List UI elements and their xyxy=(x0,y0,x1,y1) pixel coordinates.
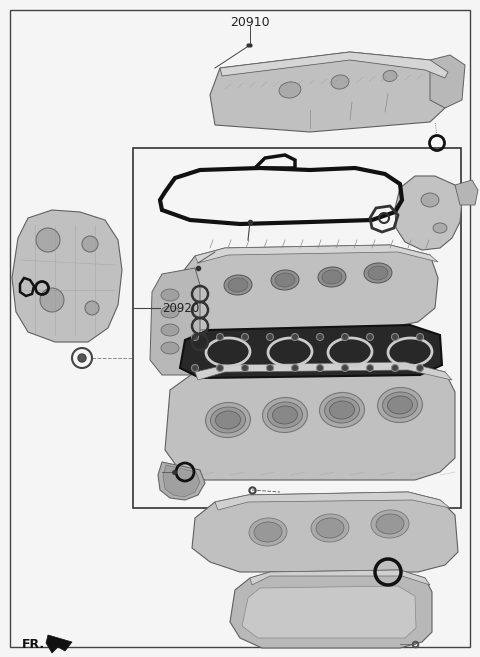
Circle shape xyxy=(367,365,373,371)
Circle shape xyxy=(316,334,324,340)
Circle shape xyxy=(40,288,64,312)
Circle shape xyxy=(417,334,423,340)
Ellipse shape xyxy=(324,397,360,423)
Ellipse shape xyxy=(364,263,392,283)
Polygon shape xyxy=(180,325,442,378)
Circle shape xyxy=(392,365,398,371)
Circle shape xyxy=(341,334,348,340)
Circle shape xyxy=(78,354,86,362)
Ellipse shape xyxy=(376,514,404,534)
Ellipse shape xyxy=(329,401,355,419)
Circle shape xyxy=(192,334,199,340)
Ellipse shape xyxy=(320,392,364,428)
Text: 20920: 20920 xyxy=(162,302,199,315)
Circle shape xyxy=(266,365,274,371)
Polygon shape xyxy=(150,268,200,375)
Ellipse shape xyxy=(216,411,240,429)
Ellipse shape xyxy=(377,388,422,422)
Polygon shape xyxy=(12,210,122,342)
Ellipse shape xyxy=(275,273,295,287)
Ellipse shape xyxy=(311,514,349,542)
Ellipse shape xyxy=(318,267,346,287)
Circle shape xyxy=(216,334,224,340)
Polygon shape xyxy=(165,362,455,480)
Ellipse shape xyxy=(161,306,179,318)
Text: FR.: FR. xyxy=(22,639,45,652)
Circle shape xyxy=(82,236,98,252)
Text: 20910: 20910 xyxy=(230,16,270,28)
Circle shape xyxy=(291,334,299,340)
Polygon shape xyxy=(158,462,205,500)
Polygon shape xyxy=(455,180,478,205)
Circle shape xyxy=(266,334,274,340)
Polygon shape xyxy=(210,52,448,132)
Ellipse shape xyxy=(161,342,179,354)
Ellipse shape xyxy=(421,193,439,207)
Ellipse shape xyxy=(433,223,447,233)
Ellipse shape xyxy=(371,510,409,538)
Circle shape xyxy=(36,228,60,252)
Ellipse shape xyxy=(205,403,251,438)
Circle shape xyxy=(316,365,324,371)
Polygon shape xyxy=(192,492,458,572)
Circle shape xyxy=(241,334,249,340)
Polygon shape xyxy=(163,465,200,497)
Polygon shape xyxy=(395,176,462,250)
Ellipse shape xyxy=(383,392,418,418)
Ellipse shape xyxy=(224,275,252,295)
Ellipse shape xyxy=(387,396,412,414)
Ellipse shape xyxy=(279,82,301,98)
Ellipse shape xyxy=(161,324,179,336)
Circle shape xyxy=(85,301,99,315)
Ellipse shape xyxy=(254,522,282,542)
Polygon shape xyxy=(195,245,438,263)
Circle shape xyxy=(341,365,348,371)
Polygon shape xyxy=(230,570,432,648)
Ellipse shape xyxy=(263,397,308,432)
Ellipse shape xyxy=(383,70,397,81)
Ellipse shape xyxy=(161,289,179,301)
Ellipse shape xyxy=(211,407,245,433)
Ellipse shape xyxy=(228,278,248,292)
Ellipse shape xyxy=(331,75,349,89)
Ellipse shape xyxy=(316,518,344,538)
Polygon shape xyxy=(242,586,416,638)
Circle shape xyxy=(216,365,224,371)
Polygon shape xyxy=(250,570,430,585)
Ellipse shape xyxy=(249,518,287,546)
Ellipse shape xyxy=(322,270,342,284)
Polygon shape xyxy=(215,492,450,510)
Polygon shape xyxy=(195,362,452,380)
Polygon shape xyxy=(220,52,448,78)
Circle shape xyxy=(417,365,423,371)
Circle shape xyxy=(192,365,199,371)
Bar xyxy=(133,148,461,508)
Ellipse shape xyxy=(267,402,302,428)
Ellipse shape xyxy=(273,406,298,424)
Circle shape xyxy=(241,365,249,371)
Polygon shape xyxy=(430,55,465,108)
Circle shape xyxy=(392,334,398,340)
Ellipse shape xyxy=(271,270,299,290)
Polygon shape xyxy=(46,635,72,653)
Polygon shape xyxy=(178,245,438,330)
Ellipse shape xyxy=(368,266,388,280)
Circle shape xyxy=(367,334,373,340)
Circle shape xyxy=(291,365,299,371)
